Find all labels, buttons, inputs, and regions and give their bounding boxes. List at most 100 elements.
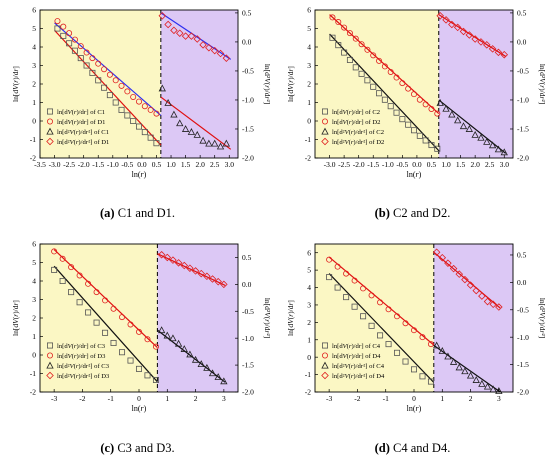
data-point-2-5	[465, 125, 473, 132]
data-point-1-13	[405, 85, 412, 92]
data-point-0-6	[89, 69, 96, 76]
data-point-0-15	[141, 129, 148, 136]
data-point-3-2	[170, 26, 178, 35]
x-tick-label: 3.0	[225, 160, 235, 169]
data-point-0-14	[135, 123, 142, 130]
y-tick-label-left: -1	[30, 369, 36, 378]
data-point-1-0	[329, 14, 336, 21]
caption-d-text: C4 and D4.	[393, 441, 451, 455]
legend-label-3: ln[d²V(r)/dr²] of D2	[332, 139, 384, 146]
data-point-1-8	[119, 314, 126, 321]
x-tick-label: -1.5	[92, 160, 104, 169]
x-tick-label: 1.0	[166, 160, 176, 169]
region-left	[40, 10, 161, 158]
data-point-3-3	[174, 259, 183, 267]
legend-label-0: ln[dV(r)/dr] of C4	[332, 343, 381, 350]
data-point-1-6	[102, 297, 109, 304]
data-point-1-1	[335, 19, 342, 26]
chart-svg-c: -3 -2 -1 0 1 2 3 -2 -1 0 1 2 3 4 5 6 -2.0 -1.5 -1.0 -0.5 0.0…	[11, 240, 272, 413]
legend-marker-2	[46, 361, 54, 369]
data-point-0-0	[326, 274, 333, 281]
data-point-1-12	[152, 343, 159, 350]
x-tick-label: 1.5	[456, 160, 466, 169]
data-point-3-6	[466, 281, 475, 289]
x-tick-label: -1.0	[107, 160, 119, 169]
data-point-0-2	[341, 49, 348, 56]
data-point-2-6	[471, 130, 479, 138]
data-point-2-7	[477, 133, 485, 141]
data-point-0-2	[68, 289, 75, 296]
y-tick-label-right: -1.5	[242, 361, 254, 370]
data-point-0-12	[399, 116, 406, 123]
data-point-1-8	[394, 313, 401, 320]
data-point-1-16	[147, 106, 154, 113]
data-point-3-11	[500, 50, 509, 59]
legend-label-2: ln[d²V(r)/dr²] of C4	[332, 363, 385, 370]
y-tick-label-left: 4	[307, 283, 311, 292]
x-tick-label: 2.5	[210, 160, 220, 169]
data-point-2-3	[454, 116, 462, 124]
data-point-1-12	[124, 88, 131, 95]
y-tick-label-left: 4	[32, 43, 36, 52]
y-tick-label-left: 5	[307, 266, 311, 275]
y-tick-label-left: -2	[30, 388, 36, 397]
data-point-2-4	[455, 363, 463, 371]
data-point-0-3	[71, 47, 78, 54]
legend-label-0: ln[dV(r)/dr] of C3	[57, 343, 106, 350]
y-axis-label-right: ln[d²V(r)/dr²]	[538, 298, 547, 338]
data-point-0-3	[346, 56, 353, 63]
y-tick-label-left: 0	[32, 351, 36, 360]
y-tick-label-right: 0.0	[517, 38, 527, 47]
data-point-0-16	[422, 137, 429, 144]
caption-c-text: C3 and D3.	[117, 441, 175, 455]
data-point-2-5	[186, 350, 194, 358]
y-tick-label-left: -1	[305, 135, 311, 144]
legend-label-1: ln[dV(r)/dr] of D1	[57, 119, 105, 126]
data-point-3-4	[180, 261, 189, 270]
legend-marker-0	[322, 108, 329, 115]
x-tick-label: 1	[165, 394, 169, 403]
data-point-3-7	[477, 38, 485, 46]
fit-line-2	[438, 99, 507, 154]
data-point-3-4	[459, 27, 468, 36]
data-point-1-2	[341, 24, 348, 31]
data-point-2-2	[170, 110, 178, 118]
data-point-3-6	[471, 35, 479, 43]
data-point-0-1	[59, 278, 66, 285]
data-point-0-16	[147, 134, 154, 141]
data-point-2-2	[448, 110, 456, 118]
data-point-2-11	[500, 148, 508, 156]
data-point-3-3	[449, 264, 458, 273]
data-point-3-1	[163, 253, 172, 262]
data-point-0-6	[364, 77, 371, 84]
data-point-0-13	[405, 121, 412, 128]
y-tick-label-left: 5	[32, 258, 36, 267]
data-point-0-8	[101, 84, 108, 91]
caption-b: (b) C2 and D2.	[275, 206, 550, 221]
x-tick-label: -3	[326, 394, 332, 403]
data-point-1-3	[76, 272, 83, 279]
data-point-2-1	[442, 104, 450, 112]
data-point-0-12	[152, 376, 159, 383]
y-tick-label-right: 0.5	[517, 9, 527, 18]
data-point-0-7	[370, 83, 377, 90]
data-point-2-11	[222, 139, 231, 147]
data-point-0-4	[360, 313, 367, 320]
data-point-0-11	[144, 372, 151, 379]
data-point-2-3	[174, 339, 183, 347]
caption-c-letter: (c)	[100, 441, 115, 455]
x-tick-label: 1.0	[441, 160, 451, 169]
data-point-1-10	[135, 328, 142, 335]
data-point-2-9	[483, 382, 492, 390]
data-point-3-11	[220, 280, 228, 289]
y-tick-label-right: 0.0	[242, 38, 252, 47]
legend-label-3: ln[d²V(r)/dr²] of D3	[57, 373, 110, 380]
y-tick-label-left: -2	[30, 154, 36, 163]
fit-line-1	[53, 249, 158, 349]
y-axis-label-left: ln[dV(r)/dr]	[286, 300, 295, 336]
x-tick-label: -3.0	[49, 160, 61, 169]
y-tick-label-left: -2	[305, 154, 311, 163]
y-tick-label-right: 0.5	[517, 251, 527, 260]
caption-b-letter: (b)	[374, 206, 390, 220]
data-point-1-2	[343, 270, 350, 277]
